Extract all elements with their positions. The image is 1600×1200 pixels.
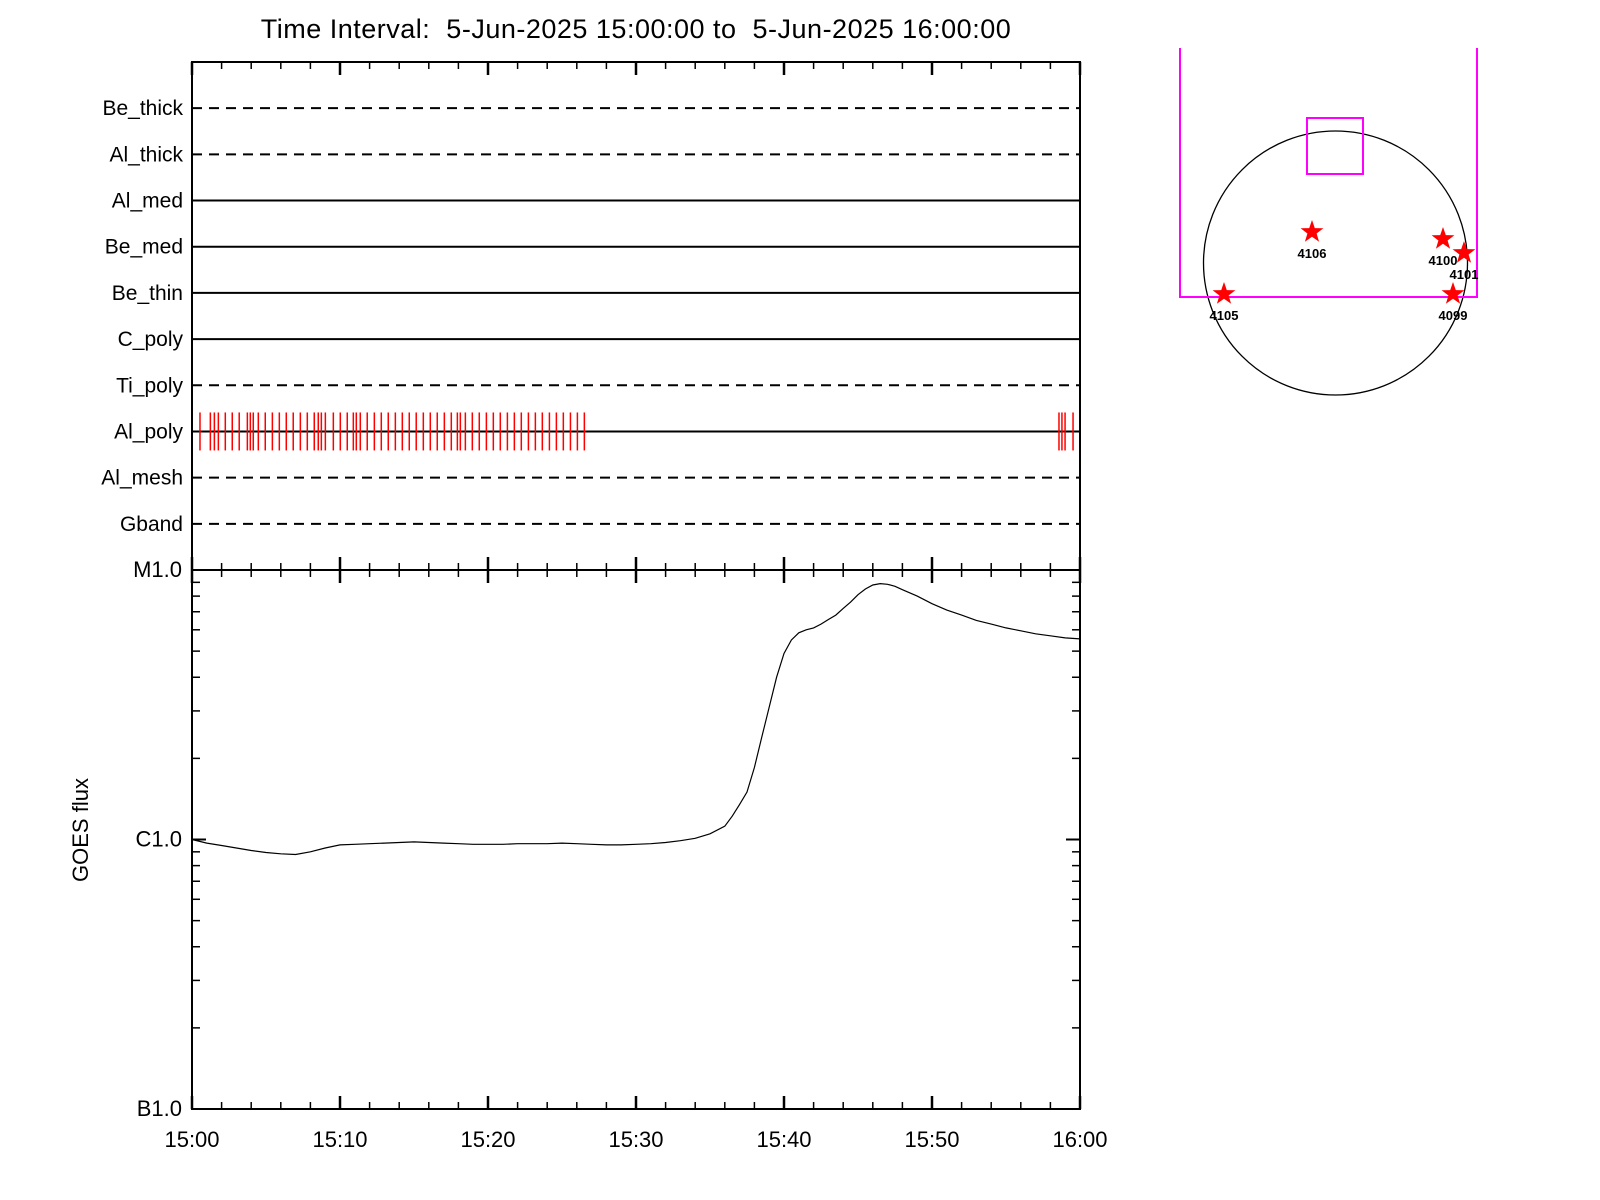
goes-flux-curve [191, 582, 1081, 856]
filter-label-Be_thick: Be_thick [102, 97, 183, 120]
x-tick-label-15:00: 15:00 [164, 1127, 219, 1152]
active-region-label-4101: 4101 [1450, 267, 1479, 282]
xrt-fov-bracket [1179, 48, 1478, 298]
active-region-label-4106: 4106 [1298, 246, 1327, 261]
xrt-filter-panel [191, 61, 1081, 571]
time-interval-title: Time Interval: 5-Jun-2025 15:00:00 to 5-… [260, 14, 1012, 44]
flare-fov-box [1306, 117, 1364, 175]
active-region-label-4099: 4099 [1439, 308, 1468, 323]
active-region-label-4105: 4105 [1210, 308, 1239, 323]
x-tick-label-15:10: 15:10 [312, 1127, 367, 1152]
x-tick-label-15:40: 15:40 [756, 1127, 811, 1152]
y-tick-label-B1.0: B1.0 [137, 1096, 182, 1121]
x-tick-label-15:50: 15:50 [904, 1127, 959, 1152]
active-region-star-4099 [1441, 282, 1465, 304]
filter-label-Al_med: Al_med [112, 190, 183, 213]
filter-label-Be_thin: Be_thin [112, 282, 183, 305]
active-region-star-4106 [1300, 220, 1324, 242]
y-tick-label-M1.0: M1.0 [133, 557, 182, 582]
x-tick-label-15:30: 15:30 [608, 1127, 663, 1152]
filter-label-Gband: Gband [120, 513, 183, 536]
solar-limb-circle [1202, 130, 1469, 396]
active-region-star-4105 [1212, 282, 1236, 304]
filter-label-Ti_poly: Ti_poly [116, 374, 183, 397]
filter-label-C_poly: C_poly [118, 328, 184, 351]
filter-label-Al_mesh: Al_mesh [101, 467, 183, 490]
active-region-star-4101 [1452, 241, 1476, 263]
filter-label-Be_med: Be_med [105, 236, 183, 259]
goes-flux-ylabel: GOES flux [68, 778, 93, 882]
x-tick-label-15:20: 15:20 [460, 1127, 515, 1152]
goes-panel [191, 569, 1081, 1110]
active-region-label-4100: 4100 [1429, 253, 1458, 268]
filter-label-Al_thick: Al_thick [109, 143, 183, 166]
x-tick-label-16:00: 16:00 [1052, 1127, 1107, 1152]
y-tick-label-C1.0: C1.0 [136, 827, 182, 852]
active-region-star-4100 [1431, 227, 1455, 249]
filter-label-Al_poly: Al_poly [114, 420, 183, 443]
